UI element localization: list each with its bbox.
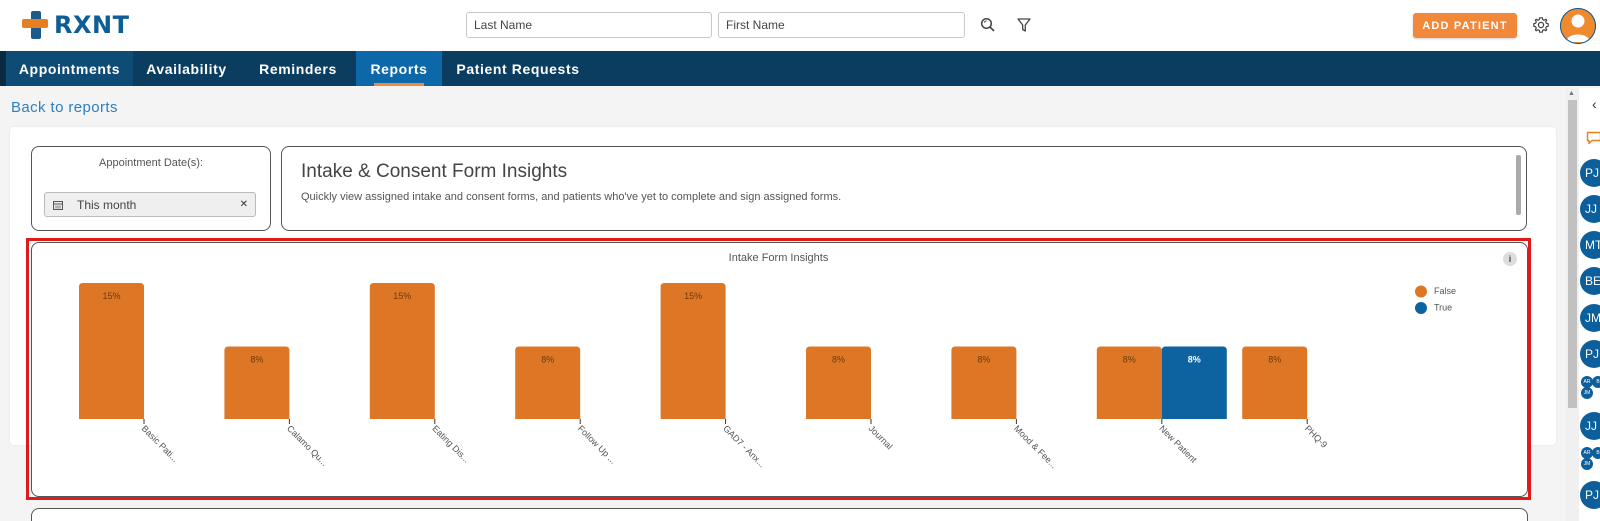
legend-swatch-true: [1415, 302, 1427, 314]
patient-mini-chip[interactable]: B: [1592, 376, 1600, 388]
bar-false-3[interactable]: [515, 346, 581, 419]
x-tick-label: Basic Pati...: [140, 423, 181, 464]
tab-reports[interactable]: Reports: [356, 51, 442, 86]
tab-reminders[interactable]: Reminders: [259, 60, 337, 77]
clear-icon[interactable]: ✕: [239, 199, 248, 210]
bar-false-6[interactable]: [951, 346, 1017, 419]
patient-chip[interactable]: PJ: [1580, 481, 1600, 509]
x-tick-label: Follow Up ...: [576, 423, 618, 465]
date-filter-card: Appointment Date(s): This month ✕: [31, 146, 271, 231]
bar-value-label: 15%: [102, 291, 120, 301]
filter-icon[interactable]: [1013, 14, 1035, 36]
info-scrollbar[interactable]: [1516, 155, 1521, 215]
chevron-left-icon[interactable]: ‹: [1592, 96, 1597, 112]
top-header: RXNT ADD PATIENT: [0, 0, 1600, 51]
chart-title: Intake Form Insights: [728, 252, 829, 264]
patient-mini-chip[interactable]: AR: [1581, 376, 1593, 388]
logo-text: RXNT: [54, 11, 130, 39]
x-tick-label: PHQ-9: [1303, 423, 1330, 450]
patient-mini-chip[interactable]: AR: [1581, 447, 1593, 459]
bar-false-2[interactable]: [369, 283, 435, 419]
bar-value-label: 8%: [541, 354, 554, 364]
patient-mini-chip[interactable]: B: [1592, 447, 1600, 459]
user-avatar[interactable]: [1560, 8, 1596, 44]
rxnt-logo[interactable]: RXNT: [22, 11, 129, 39]
bar-value-label: 8%: [1268, 354, 1281, 364]
bar-false-0[interactable]: [79, 283, 144, 419]
report-description: Quickly view assigned intake and consent…: [301, 191, 842, 203]
bar-true-7[interactable]: [1161, 346, 1227, 419]
x-tick-label: Mood & Fee...: [1012, 423, 1059, 470]
tab-patient-requests[interactable]: Patient Requests: [456, 60, 580, 77]
bar-value-label: 15%: [393, 291, 411, 301]
bar-false-8[interactable]: [1242, 346, 1308, 419]
chat-icon[interactable]: [1586, 131, 1600, 150]
search-icon[interactable]: [977, 14, 999, 36]
bar-value-label: 8%: [250, 354, 263, 364]
patient-mini-chip[interactable]: JM: [1581, 387, 1593, 399]
legend-swatch-false: [1415, 285, 1427, 298]
scroll-thumb[interactable]: [1568, 100, 1577, 408]
tab-appointments[interactable]: Appointments: [6, 51, 133, 86]
intake-form-chart: 15% Basic Pati... 8% Calamo Qu... 15% Eating …: [79, 283, 1456, 470]
bar-value-label: 8%: [977, 354, 990, 364]
x-tick-label: Calamo Qu...: [285, 423, 330, 468]
patient-chip[interactable]: BE: [1580, 267, 1600, 295]
date-filter-label: Appointment Date(s):: [99, 157, 203, 169]
main-nav: Appointments Availability Reminders Repo…: [0, 51, 1600, 86]
report-info-card: Intake & Consent Form Insights Quickly v…: [281, 146, 1527, 231]
back-to-reports-link[interactable]: Back to reports: [11, 99, 118, 116]
last-name-input[interactable]: [466, 12, 712, 38]
patient-chip[interactable]: JM: [1580, 304, 1600, 332]
add-patient-button[interactable]: ADD PATIENT: [1413, 13, 1517, 38]
bar-false-4[interactable]: [660, 283, 726, 419]
logo-cross-icon: [22, 11, 50, 39]
page-scrollbar[interactable]: ▲: [1566, 88, 1579, 521]
scroll-up-icon[interactable]: ▲: [1568, 90, 1575, 97]
bar-false-1[interactable]: [224, 346, 290, 419]
legend-label-false: False: [1434, 286, 1456, 296]
gear-icon[interactable]: [1530, 14, 1552, 36]
first-name-input[interactable]: [718, 12, 965, 38]
patient-chip[interactable]: JJ: [1580, 195, 1600, 223]
info-icon[interactable]: i: [1503, 252, 1517, 266]
x-tick-label: Journal: [867, 423, 895, 451]
date-range-value: This month: [77, 197, 137, 212]
patient-chip[interactable]: JJ: [1580, 412, 1600, 440]
bar-value-label: 8%: [1123, 354, 1136, 364]
patient-mini-chip[interactable]: JM: [1581, 458, 1593, 470]
next-report-card: [31, 508, 1528, 521]
report-title: Intake & Consent Form Insights: [301, 161, 568, 182]
legend-label-true: True: [1434, 303, 1452, 313]
bar-value-label: 8%: [832, 354, 845, 364]
tab-availability[interactable]: Availability: [146, 60, 227, 77]
bar-value-label: 8%: [1188, 354, 1201, 364]
bar-false-7[interactable]: [1096, 346, 1162, 419]
bar-false-5[interactable]: [806, 346, 871, 419]
x-tick-label: New Patient: [1157, 423, 1199, 465]
chart-highlight-box: [26, 238, 1531, 500]
date-range-select[interactable]: This month ✕: [44, 192, 256, 217]
calendar-icon: [53, 200, 69, 210]
patient-chip[interactable]: MT: [1580, 231, 1600, 259]
x-tick-label: Eating Dis...: [430, 423, 471, 464]
patient-chip[interactable]: PJ: [1580, 159, 1600, 187]
patient-chip[interactable]: PJ: [1580, 340, 1600, 368]
x-tick-label: GAD7 - Anx...: [721, 423, 767, 469]
bar-value-label: 15%: [684, 291, 702, 301]
